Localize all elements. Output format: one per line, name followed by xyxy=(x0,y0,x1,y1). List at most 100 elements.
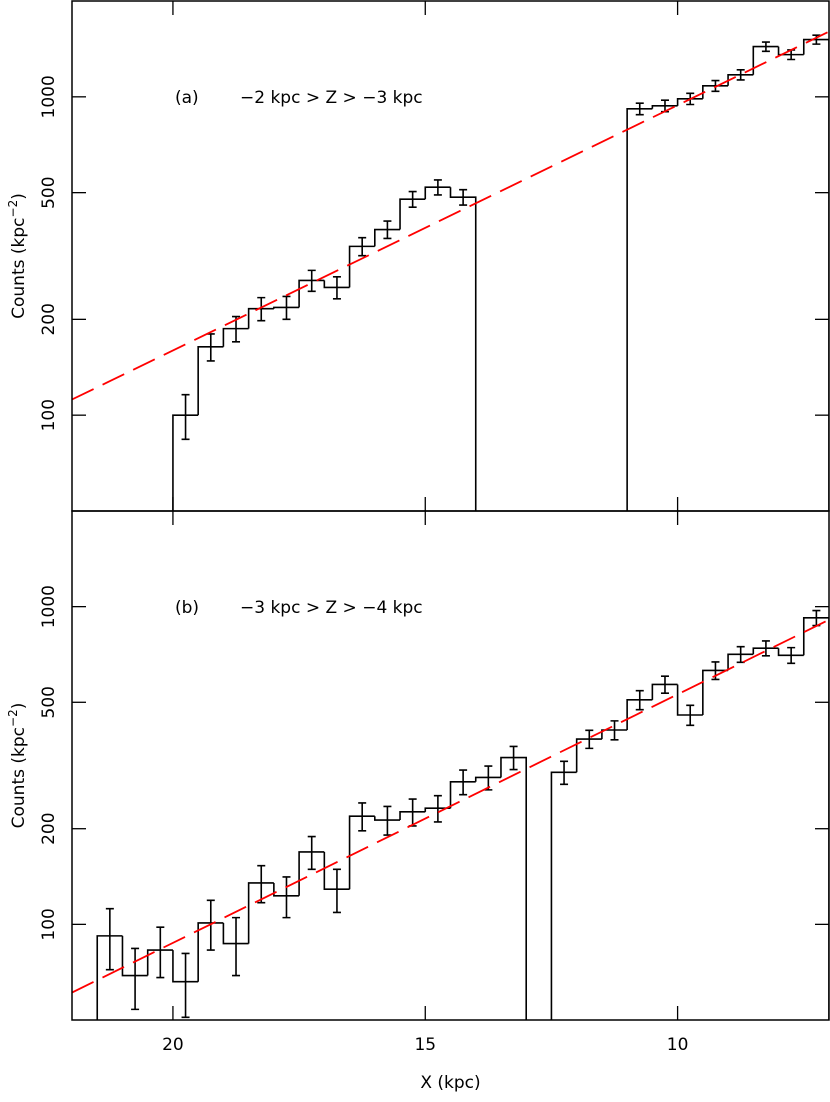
error-bar xyxy=(433,179,442,196)
error-bar xyxy=(332,276,341,300)
histogram-bin xyxy=(449,780,476,809)
y-tick-label: 1000 xyxy=(39,585,59,628)
fit-line xyxy=(72,618,829,994)
panel-label: (a) xyxy=(175,88,199,108)
histogram-bin xyxy=(197,345,224,416)
histogram-bin xyxy=(550,771,577,1020)
error-bar xyxy=(307,835,316,871)
y-tick-label: 1000 xyxy=(39,75,59,118)
histogram-bin xyxy=(273,882,300,897)
histogram-bin xyxy=(727,653,754,671)
y-axis-label: Counts (kpc−2) xyxy=(6,193,29,319)
x-axis-label: X (kpc) xyxy=(420,1073,480,1093)
histogram-bin xyxy=(727,73,754,86)
error-bar xyxy=(761,640,770,657)
error-bar xyxy=(257,296,266,322)
plot-area xyxy=(72,30,829,511)
y-tick-label: 100 xyxy=(39,908,59,940)
histogram-bin xyxy=(575,738,602,773)
histogram-bin xyxy=(500,756,527,1020)
error-bar xyxy=(181,393,190,441)
error-bar xyxy=(383,220,392,240)
histogram-bin xyxy=(222,327,249,347)
plot-area xyxy=(72,609,829,1020)
histogram-bin xyxy=(348,815,375,890)
error-bar xyxy=(181,952,190,1019)
histogram-bin xyxy=(121,935,148,977)
histogram-bin xyxy=(298,279,325,308)
histogram-bin xyxy=(702,85,729,99)
histogram-bin xyxy=(172,950,199,983)
histogram-bin xyxy=(474,776,501,782)
error-bar xyxy=(232,315,241,343)
histogram-bin xyxy=(777,648,804,657)
error-bar xyxy=(105,907,114,971)
panel-label: (b) xyxy=(175,598,199,618)
error-bar xyxy=(282,295,291,321)
histogram-bin xyxy=(702,669,729,715)
histogram-bin xyxy=(752,45,779,75)
histogram-bin xyxy=(399,198,426,230)
error-bar xyxy=(232,916,241,977)
histogram-bin xyxy=(348,245,375,288)
histogram-bin xyxy=(449,187,477,511)
x-tick-label: 20 xyxy=(162,1035,184,1055)
error-bar xyxy=(484,765,493,791)
histogram-bin xyxy=(777,46,804,56)
histogram-bin xyxy=(802,38,829,511)
histogram-bin xyxy=(273,306,300,309)
histogram-bin xyxy=(676,684,703,716)
y-tick-label: 100 xyxy=(39,399,59,431)
error-bar xyxy=(459,769,468,796)
error-bar xyxy=(635,102,644,116)
histogram-bin xyxy=(601,729,628,740)
error-bar xyxy=(459,188,468,206)
error-bar xyxy=(787,646,796,665)
histogram-bin xyxy=(424,807,451,812)
histogram-bin xyxy=(222,922,249,945)
error-bar xyxy=(408,190,417,209)
histogram-bin xyxy=(802,617,829,1020)
error-bar xyxy=(156,926,165,979)
y-axis-label-part: ) xyxy=(9,193,29,200)
error-bar xyxy=(358,236,367,257)
panel-annotation: −3 kpc > Z > −4 kpc xyxy=(240,598,423,618)
histogram-bin xyxy=(752,647,779,655)
histogram-bin xyxy=(247,307,274,329)
histogram-bin xyxy=(374,228,401,247)
error-bar xyxy=(761,41,770,53)
error-bar xyxy=(332,868,341,914)
error-bar xyxy=(282,876,291,919)
y-axis-label-part: Counts (kpc xyxy=(9,727,29,828)
y-tick-label: 500 xyxy=(39,686,59,718)
histogram-bin xyxy=(323,280,350,289)
error-bar xyxy=(307,269,316,293)
y-axis-label-part: Counts (kpc xyxy=(9,217,29,318)
panel-annotation: −2 kpc > Z > −3 kpc xyxy=(240,88,423,108)
error-bar xyxy=(635,689,644,711)
histogram-bin xyxy=(424,186,451,200)
histogram-bin xyxy=(96,935,123,1020)
y-axis-label-sup: −2 xyxy=(6,709,20,727)
error-bar xyxy=(686,704,695,727)
histogram-bin xyxy=(247,882,274,944)
y-axis-label-sup: −2 xyxy=(6,200,20,218)
error-bar xyxy=(660,675,669,695)
histogram-bin xyxy=(651,683,678,700)
error-bar xyxy=(433,794,442,823)
histogram-bin xyxy=(399,811,426,821)
histogram-bin xyxy=(146,949,173,976)
error-bar xyxy=(358,802,367,832)
histogram-bin xyxy=(626,108,653,511)
histogram-bin xyxy=(172,414,199,511)
error-bar xyxy=(560,760,569,786)
y-axis-label-part: ) xyxy=(9,703,29,710)
panel-frame xyxy=(71,510,830,1021)
x-tick-label: 15 xyxy=(414,1035,436,1055)
y-tick-label: 200 xyxy=(39,812,59,844)
error-bar xyxy=(736,68,745,81)
error-bar xyxy=(610,720,619,741)
y-tick-label: 500 xyxy=(39,176,59,208)
histogram-bin xyxy=(676,97,703,106)
